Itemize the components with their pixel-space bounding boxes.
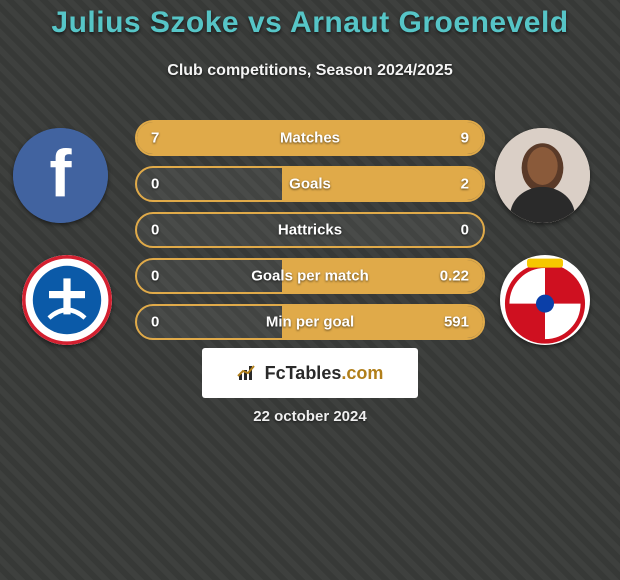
- stat-value-right: 0.22: [440, 268, 469, 285]
- stat-value-left: 0: [151, 222, 159, 239]
- brand-badge: FcTables.com: [202, 348, 418, 398]
- stat-value-right: 9: [461, 130, 469, 147]
- club-right-logo: [500, 255, 590, 345]
- stat-label: Hattricks: [278, 222, 342, 239]
- player-right-avatar: [495, 128, 590, 223]
- facebook-placeholder-icon: f: [13, 128, 108, 223]
- subtitle: Club competitions, Season 2024/2025: [0, 62, 620, 80]
- club-left-logo: [22, 255, 112, 345]
- player-left-avatar: f: [13, 128, 108, 223]
- stat-row: 0 591 Min per goal: [135, 304, 485, 340]
- stat-value-right: 2: [461, 176, 469, 193]
- player-photo-placeholder-icon: [495, 128, 590, 223]
- stat-label: Goals: [289, 176, 331, 193]
- club-right-crest-icon: [500, 255, 590, 345]
- stat-row: 0 2 Goals: [135, 166, 485, 202]
- svg-text:f: f: [49, 137, 72, 211]
- stat-value-right: 0: [461, 222, 469, 239]
- stat-row: 0 0 Hattricks: [135, 212, 485, 248]
- stat-row: 7 9 Matches: [135, 120, 485, 156]
- stat-value-left: 0: [151, 314, 159, 331]
- stat-value-left: 0: [151, 268, 159, 285]
- chart-icon: [237, 364, 259, 382]
- stat-value-left: 0: [151, 176, 159, 193]
- date-label: 22 october 2024: [0, 408, 620, 425]
- stats-container: 7 9 Matches 0 2 Goals 0 0 Hattricks 0 0.22 Goals pe…: [135, 120, 485, 340]
- stat-label: Min per goal: [266, 314, 354, 331]
- brand-text: FcTables.com: [265, 363, 384, 384]
- stat-row: 0 0.22 Goals per match: [135, 258, 485, 294]
- stat-label: Goals per match: [251, 268, 369, 285]
- stat-value-left: 7: [151, 130, 159, 147]
- page-title: Julius Szoke vs Arnaut Groeneveld: [0, 6, 620, 40]
- club-left-crest-icon: [22, 255, 112, 345]
- stat-label: Matches: [280, 130, 340, 147]
- stat-value-right: 591: [444, 314, 469, 331]
